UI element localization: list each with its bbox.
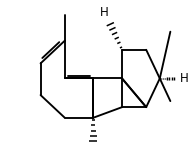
Text: H: H <box>179 72 188 85</box>
Text: H: H <box>100 6 109 19</box>
